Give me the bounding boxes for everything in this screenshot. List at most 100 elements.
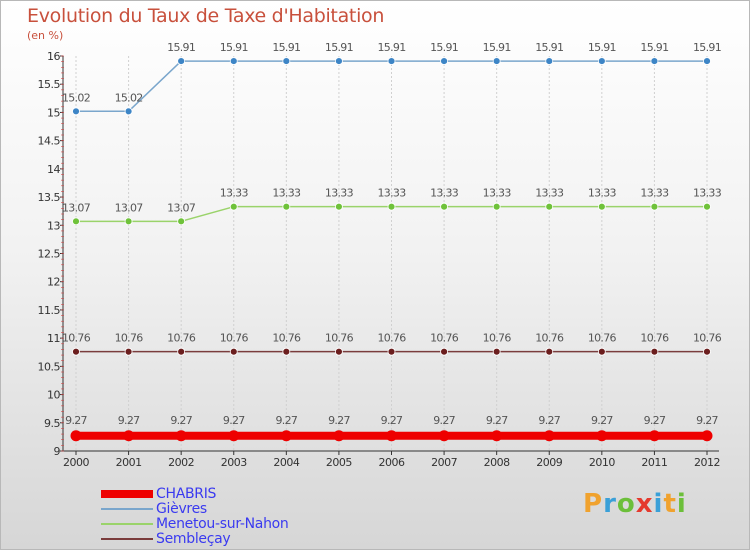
data-label: 10.76 <box>272 332 301 345</box>
data-point <box>703 202 711 211</box>
data-label: 10.76 <box>115 332 144 345</box>
data-point <box>280 430 292 442</box>
y-tick-label: 16 <box>47 50 60 63</box>
data-label: 13.33 <box>483 187 512 200</box>
data-point <box>387 57 396 65</box>
data-point <box>545 202 554 211</box>
data-point <box>229 347 238 356</box>
data-label: 15.91 <box>640 41 668 54</box>
data-point <box>545 347 554 356</box>
logo-letter: t <box>663 489 677 519</box>
legend-label: CHABRIS <box>156 486 217 502</box>
data-point <box>282 202 291 211</box>
data-label: 9.27 <box>65 414 87 427</box>
data-point <box>177 57 186 65</box>
data-point <box>124 347 133 356</box>
data-point <box>282 57 291 65</box>
data-point <box>703 347 711 356</box>
y-tick-label: 10.5 <box>38 360 61 373</box>
data-point <box>597 347 606 356</box>
data-label: 13.33 <box>535 187 564 200</box>
y-tick-label: 15.5 <box>38 78 61 91</box>
data-label: 15.91 <box>325 41 353 54</box>
y-tick-label: 10 <box>47 389 60 402</box>
data-point <box>491 430 503 442</box>
data-point <box>177 217 186 226</box>
y-tick-label: 11.5 <box>38 304 61 317</box>
data-label: 13.33 <box>640 187 669 200</box>
data-label: 10.76 <box>325 332 354 345</box>
data-label: 15.91 <box>483 41 511 54</box>
data-label: 10.76 <box>167 332 196 345</box>
data-label: 13.33 <box>588 187 617 200</box>
y-tick-label: 12.5 <box>38 248 61 261</box>
data-label: 15.91 <box>272 41 300 54</box>
x-tick-label: 2010 <box>589 456 615 469</box>
data-label: 10.76 <box>220 332 249 345</box>
logo-letter: r <box>603 489 617 519</box>
data-label: 15.02 <box>115 91 143 104</box>
data-label: 9.27 <box>538 414 560 427</box>
logo-letter: i <box>676 489 687 519</box>
data-label: 15.02 <box>62 91 90 104</box>
data-point <box>545 57 554 65</box>
data-label: 13.07 <box>167 201 196 214</box>
data-label: 15.91 <box>430 41 458 54</box>
data-label: 15.91 <box>693 41 721 54</box>
x-tick-label: 2012 <box>694 456 720 469</box>
y-tick-label: 14 <box>47 163 60 176</box>
data-point <box>440 57 448 65</box>
data-point <box>387 347 396 356</box>
y-tick-label: 13.5 <box>38 191 61 204</box>
y-tick-label: 13 <box>47 219 60 232</box>
data-label: 13.33 <box>220 187 249 200</box>
data-point <box>229 57 238 65</box>
data-point <box>492 57 501 65</box>
data-point <box>282 347 291 356</box>
x-tick-label: 2011 <box>641 456 667 469</box>
x-tick-label: 2001 <box>116 456 142 469</box>
data-point <box>596 430 608 442</box>
data-point <box>335 57 343 65</box>
data-label: 9.27 <box>118 414 140 427</box>
data-label: 15.91 <box>535 41 563 54</box>
data-point <box>492 202 501 211</box>
chart-title: Evolution du Taux de Taxe d'Habitation <box>27 5 385 27</box>
logo-letter: P <box>583 489 604 519</box>
data-label: 10.76 <box>693 332 722 345</box>
data-label: 13.33 <box>272 187 301 200</box>
logo-letter: o <box>616 489 636 519</box>
data-point <box>650 57 659 65</box>
x-tick-label: 2007 <box>431 456 457 469</box>
x-tick-label: 2004 <box>273 456 299 469</box>
data-point <box>648 430 660 442</box>
data-point <box>387 202 396 211</box>
data-label: 15.91 <box>378 41 406 54</box>
data-label: 9.27 <box>486 414 508 427</box>
legend-swatch <box>101 490 153 498</box>
data-point <box>335 347 343 356</box>
logo-letter: i <box>653 489 664 519</box>
data-point <box>228 430 240 442</box>
data-label: 9.27 <box>696 414 718 427</box>
data-point <box>124 107 133 116</box>
y-tick-label: 9.5 <box>44 417 60 430</box>
x-tick-label: 2008 <box>484 456 510 469</box>
data-label: 9.27 <box>223 414 245 427</box>
data-point <box>650 347 659 356</box>
data-point <box>386 430 397 442</box>
x-tick-label: 2005 <box>326 456 352 469</box>
data-label: 13.33 <box>693 187 722 200</box>
data-point <box>440 347 448 356</box>
legend-swatch <box>101 508 153 510</box>
data-label: 9.27 <box>591 414 613 427</box>
data-point <box>70 430 82 442</box>
data-point <box>703 57 711 65</box>
proxiti-logo: Proxiti <box>583 489 687 519</box>
data-label: 15.91 <box>220 41 248 54</box>
legend-swatch <box>101 538 153 540</box>
legend-label: Sembleçay <box>156 531 231 547</box>
data-label: 15.91 <box>588 41 616 54</box>
x-tick-label: 2009 <box>536 456 562 469</box>
data-label: 13.33 <box>325 187 354 200</box>
